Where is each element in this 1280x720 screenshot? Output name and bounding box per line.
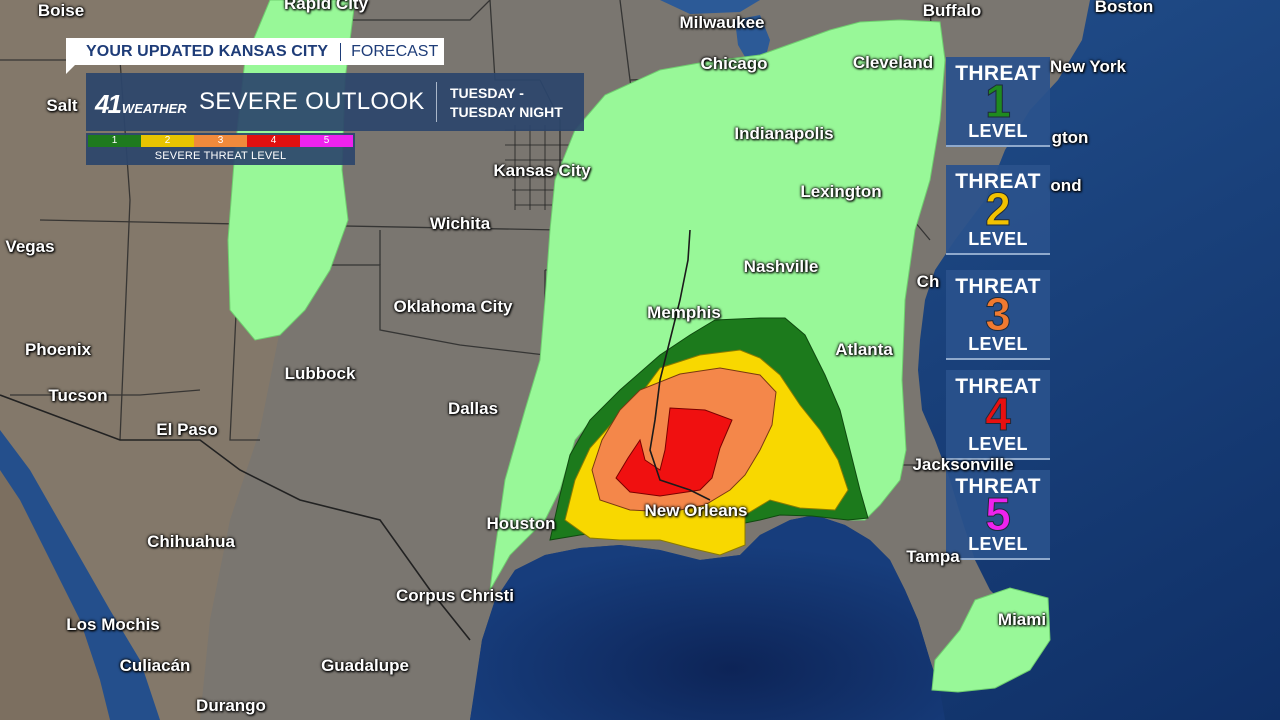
city-label: gton xyxy=(1051,128,1089,147)
city-label: Guadalupe xyxy=(321,656,409,675)
threat-panel-title: THREAT xyxy=(955,275,1041,298)
threat-panel-title: THREAT xyxy=(955,375,1041,398)
city-label: Buffalo xyxy=(922,1,982,20)
threat-panel-number: 1 xyxy=(985,75,1012,127)
city-label: Miami xyxy=(997,610,1047,629)
city-label: ond xyxy=(1050,176,1082,195)
timeframe-line1: TUESDAY - xyxy=(450,85,524,101)
forecast-banner: YOUR UPDATED KANSAS CITY FORECAST xyxy=(66,38,444,65)
banner-tail xyxy=(66,65,75,74)
threat-panel-5: THREAT 5 LEVEL xyxy=(946,470,1050,560)
banner-divider xyxy=(340,42,342,61)
title-bar: 41 WEATHER SEVERE OUTLOOK TUESDAY - TUES… xyxy=(86,73,584,131)
city-label: Wichita xyxy=(429,214,491,233)
threat-panel-number: 4 xyxy=(985,388,1012,440)
baja-california xyxy=(0,470,110,720)
gulf-of-mexico xyxy=(470,515,945,720)
city-label: Durango xyxy=(196,696,266,715)
threat-panel-number: 3 xyxy=(985,288,1012,340)
city-label: Cleveland xyxy=(852,53,934,72)
scale-level-1: 1 xyxy=(88,135,141,147)
threat-panel-number: 5 xyxy=(985,488,1012,540)
city-label: Boston xyxy=(1094,0,1154,16)
city-label: Chicago xyxy=(700,54,768,73)
scale-level-4: 4 xyxy=(247,135,300,147)
banner-section: FORECAST xyxy=(351,42,439,60)
city-label: Lexington xyxy=(800,182,882,201)
threat-panel-title: THREAT xyxy=(955,170,1041,193)
city-label: Corpus Christi xyxy=(395,586,515,605)
station-logo: 41 WEATHER xyxy=(95,89,187,120)
city-label: New Orleans xyxy=(644,501,748,520)
city-label: Salt xyxy=(46,96,78,115)
city-label: Nashville xyxy=(743,257,819,276)
city-label: Memphis xyxy=(647,303,721,322)
city-label: Houston xyxy=(486,514,556,533)
threat-panel-number: 2 xyxy=(985,183,1012,235)
city-label: Vegas xyxy=(5,237,55,256)
city-label: Dallas xyxy=(447,399,499,418)
city-label: Chihuahua xyxy=(147,532,235,551)
threat-panel-level: LEVEL xyxy=(968,334,1028,354)
city-label: Jacksonville xyxy=(912,455,1014,474)
lake-superior xyxy=(660,0,760,14)
city-label: Tampa xyxy=(906,547,960,566)
city-label: Culiacán xyxy=(119,656,191,675)
threat-panel-title: THREAT xyxy=(955,62,1041,85)
mississippi-river xyxy=(649,229,711,501)
city-label: Tucson xyxy=(48,386,108,405)
threat-panel-level: LEVEL xyxy=(968,434,1028,454)
threat-panel-title: THREAT xyxy=(955,475,1041,498)
threat-panel-4: THREAT 4 LEVEL xyxy=(946,370,1050,460)
title-divider xyxy=(436,82,437,122)
page-title: SEVERE OUTLOOK xyxy=(199,88,425,115)
city-label: Boise xyxy=(37,1,85,20)
risk-area-marginal-florida xyxy=(931,587,1051,693)
threat-panel-1: THREAT 1 LEVEL xyxy=(946,57,1050,147)
scale-level-5: 5 xyxy=(300,135,353,147)
threat-panel-2: THREAT 2 LEVEL xyxy=(946,165,1050,255)
timeframe-line2: TUESDAY NIGHT xyxy=(450,104,563,120)
threat-scale-caption: SEVERE THREAT LEVEL xyxy=(154,150,287,162)
logo-brand: WEATHER xyxy=(121,101,187,116)
city-label: Los Mochis xyxy=(66,615,160,634)
logo-number: 41 xyxy=(95,89,122,119)
city-label: Milwaukee xyxy=(679,13,765,32)
city-label: Ch xyxy=(916,272,940,291)
city-label: New York xyxy=(1050,57,1126,76)
scale-level-2: 2 xyxy=(141,135,194,147)
timeframe: TUESDAY - TUESDAY NIGHT xyxy=(450,84,563,122)
threat-panel-level: LEVEL xyxy=(968,121,1028,141)
city-label: Oklahoma City xyxy=(393,297,513,316)
city-label: Rapid City xyxy=(283,0,369,13)
banner-station: YOUR UPDATED KANSAS CITY xyxy=(86,42,329,60)
mexico-border xyxy=(0,394,471,641)
city-label: Phoenix xyxy=(24,340,92,359)
lake-michigan xyxy=(735,15,770,62)
threat-panel-level: LEVEL xyxy=(968,534,1028,554)
threat-panel-3: THREAT 3 LEVEL xyxy=(946,270,1050,360)
city-label: Indianapolis xyxy=(734,124,834,143)
threat-panel-level: LEVEL xyxy=(968,229,1028,249)
city-label: El Paso xyxy=(156,420,218,439)
scale-level-3: 3 xyxy=(194,135,247,147)
city-label: Kansas City xyxy=(493,161,591,180)
city-label: Lubbock xyxy=(284,364,356,383)
city-label: Atlanta xyxy=(835,340,893,359)
